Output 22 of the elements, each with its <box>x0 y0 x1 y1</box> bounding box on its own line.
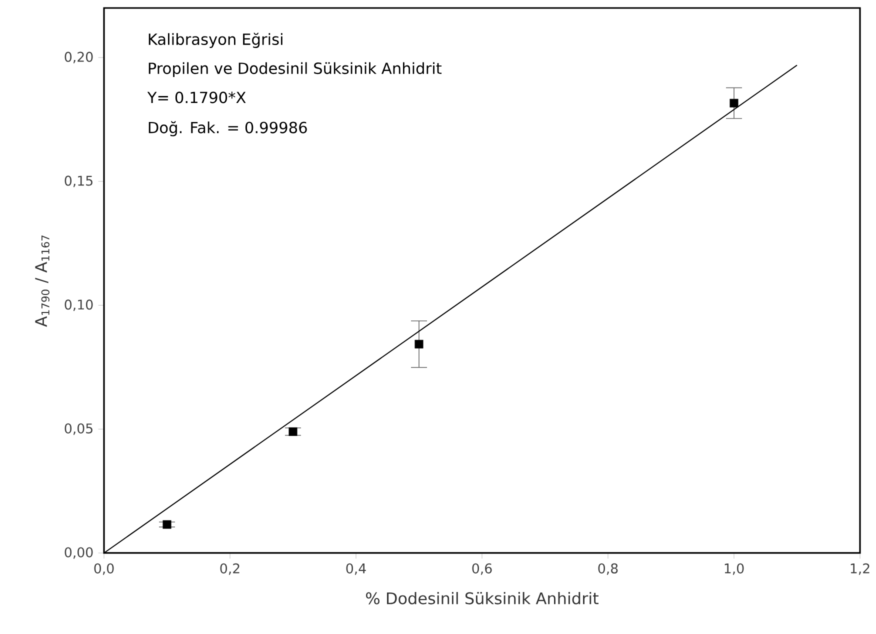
point <box>162 520 172 529</box>
annotation: Kalibrasyon Eğrisi <box>148 32 282 48</box>
x-tick-label: 0,4 <box>346 563 366 575</box>
point <box>288 427 298 436</box>
x-tick-label: 1,0 <box>724 563 744 575</box>
y-tick-label: 0,20 <box>64 52 93 64</box>
y-tick-label: 0,15 <box>64 176 92 188</box>
x-tick-label: 0,6 <box>472 563 492 575</box>
point <box>730 98 738 108</box>
annotation: Y= 0.1790*X <box>147 92 246 104</box>
x-tick-label: 0,8 <box>598 563 618 575</box>
y-axis-title: A$_{1790}$ / A$_{1167}$ <box>35 236 50 327</box>
y-tick-label: 0,10 <box>64 300 93 311</box>
y-tick-label: 0,00 <box>64 547 93 559</box>
x-tick-label: 0,0 <box>94 563 114 575</box>
annotation: Doğ. Fak. = 0.99986 <box>148 121 307 136</box>
y-tick-label: 0,05 <box>64 423 92 435</box>
point <box>414 340 424 348</box>
annotation: Propilen ve Dodesinil Süksinik Anhidrit <box>148 62 442 78</box>
x-axis-title: % Dodesinil Süksinik Anhidrit <box>366 592 598 604</box>
x-tick-label: 1,2 <box>850 563 870 575</box>
x-tick-label: 0,2 <box>220 563 240 575</box>
